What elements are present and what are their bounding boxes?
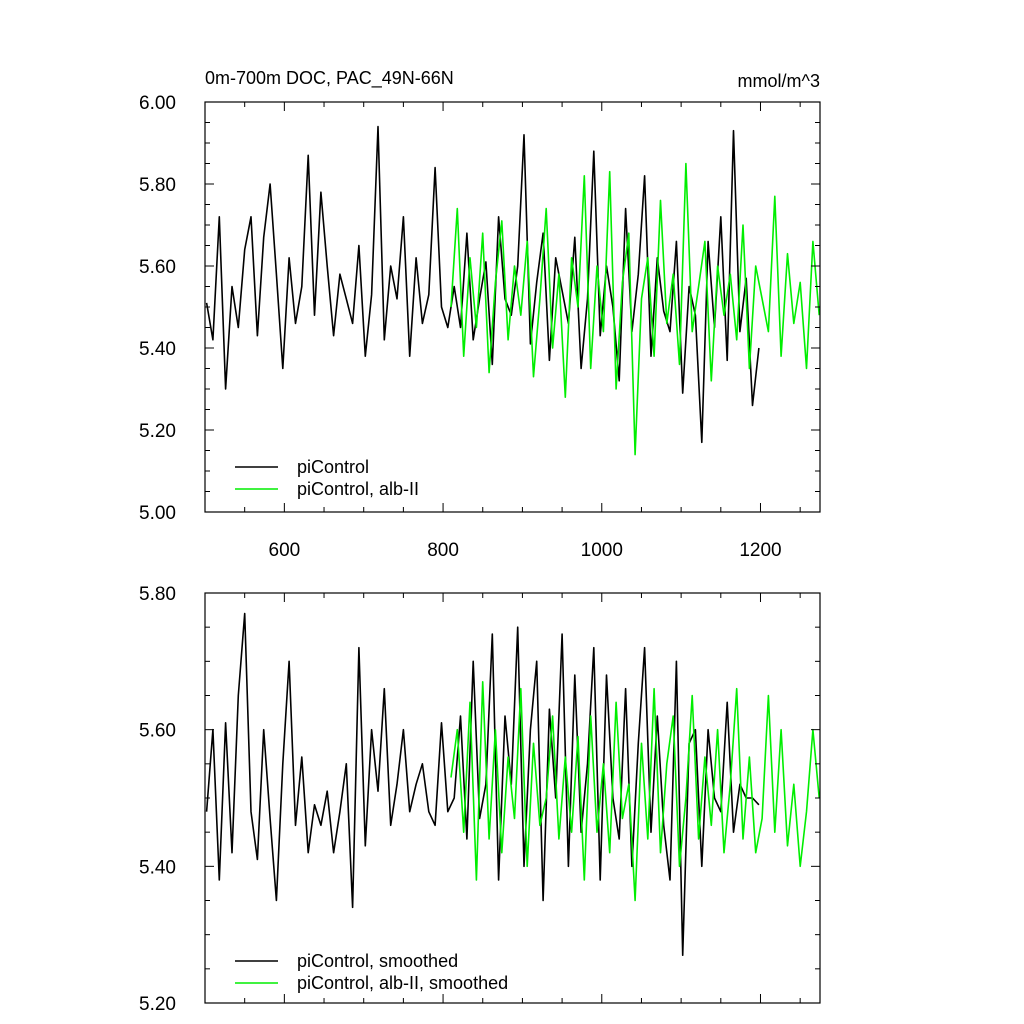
top-panel: 0m-700m DOC, PAC_49N-66N mmol/m^3 5.005.… (139, 68, 821, 561)
series-line-picontrol (205, 125, 760, 444)
y-tick-label: 5.40 (139, 339, 176, 360)
legend-label-piControl-smoothed: piControl, smoothed (297, 951, 458, 971)
y-tick-label: 6.00 (139, 93, 176, 114)
series-line-picontrol-alb-ii-smoothed (450, 680, 820, 902)
top-series-layer (205, 125, 820, 456)
bottom-plot-frame (204, 592, 821, 1004)
units-label: mmol/m^3 (738, 71, 820, 91)
x-tick-label: 800 (427, 540, 459, 561)
top-label-layer: 5.00 5.20 5.40 5.60 5.80 6.00 600 800 1000 1200 (139, 93, 782, 561)
x-tick-label: 600 (269, 540, 301, 561)
bottom-panel: 5.20 5.40 5.60 5.80 piControl, smoothed piC… (139, 584, 821, 1015)
bottom-label-layer: 5.20 5.40 5.60 5.80 (139, 584, 176, 1015)
y-tick-label: 5.80 (139, 584, 176, 605)
series-line-picontrol-alb-ii (450, 162, 820, 456)
top-tick-layer (204, 101, 820, 513)
top-legend: piControl piControl, alb-II (235, 457, 419, 499)
y-tick-label: 5.60 (139, 257, 176, 278)
y-tick-label: 5.20 (139, 421, 176, 442)
panel-title: 0m-700m DOC, PAC_49N-66N (205, 68, 454, 89)
bottom-series-layer (205, 612, 820, 957)
top-plot-frame (204, 101, 821, 513)
y-tick-label: 5.60 (139, 721, 176, 742)
legend-label-piControl-alb-II-smoothed: piControl, alb-II, smoothed (297, 973, 508, 993)
y-tick-label: 5.80 (139, 175, 176, 196)
x-tick-label: 1000 (581, 540, 623, 561)
bottom-legend: piControl, smoothed piControl, alb-II, s… (235, 951, 508, 993)
legend-label-piControl: piControl (297, 457, 369, 477)
y-tick-label: 5.20 (139, 994, 176, 1015)
y-tick-label: 5.00 (139, 503, 176, 524)
series-line-picontrol-smoothed (205, 612, 760, 957)
y-tick-label: 5.40 (139, 857, 176, 878)
legend-label-piControl-alb-II: piControl, alb-II (297, 479, 419, 499)
x-tick-label: 1200 (739, 540, 781, 561)
